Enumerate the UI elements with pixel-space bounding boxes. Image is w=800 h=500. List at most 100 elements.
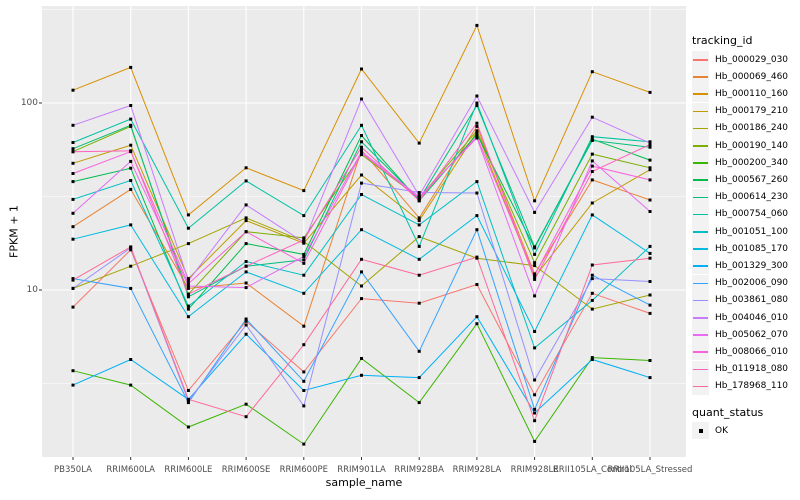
data-point-marker: [648, 210, 652, 213]
data-point-marker: [186, 292, 190, 296]
legend-title-quant-status: quant_status: [692, 406, 764, 419]
data-point-marker: [186, 277, 190, 281]
data-point-marker: [244, 402, 248, 406]
data-point-marker: [71, 88, 75, 92]
legend-item-Hb_001085_170: Hb_001085_170: [692, 240, 788, 258]
data-point-marker: [186, 284, 190, 288]
data-point-marker: [533, 277, 537, 281]
legend-line-icon: [693, 248, 708, 250]
data-point-marker: [360, 67, 363, 71]
data-point-marker: [475, 322, 479, 326]
legend-item-label: Hb_000754_060: [715, 209, 789, 220]
data-point-marker: [648, 198, 652, 202]
data-point-marker: [590, 298, 594, 302]
data-point-marker: [129, 248, 133, 252]
data-point-marker: [360, 97, 363, 101]
data-point-marker: [533, 294, 537, 298]
data-point-marker: [590, 291, 594, 295]
data-point-marker: [417, 216, 421, 220]
data-point-marker: [129, 117, 133, 121]
x-tick-label: PB350LA: [54, 465, 92, 475]
legend-item-quant-OK: OK: [692, 422, 728, 439]
data-point-marker: [475, 129, 479, 133]
legend-item-Hb_003861_080: Hb_003861_080: [692, 291, 789, 309]
legend-item-label: Hb_004046_010: [715, 312, 789, 323]
legend-item-Hb_005062_070: Hb_005062_070: [692, 326, 788, 344]
data-point-marker: [244, 286, 248, 290]
legend-item-label: Hb_003861_080: [715, 295, 789, 306]
legend-key-swatch: [692, 240, 709, 258]
data-point-marker: [533, 261, 537, 265]
data-point-marker: [302, 252, 306, 256]
data-point-marker: [71, 278, 75, 282]
data-point-marker: [533, 199, 537, 203]
data-point-marker: [590, 201, 594, 205]
data-point-marker: [417, 244, 421, 248]
legend-line-icon: [693, 59, 708, 61]
legend-key-swatch: [692, 102, 709, 120]
data-point-marker: [71, 369, 75, 373]
data-point-marker: [590, 70, 594, 74]
data-point-marker: [475, 23, 479, 27]
data-point-marker: [475, 255, 479, 259]
data-point-marker: [302, 442, 306, 446]
data-point-marker: [360, 373, 363, 377]
x-tick-label: RRII105LA_Stressed: [607, 465, 693, 475]
data-point-marker: [244, 216, 248, 220]
data-point-marker: [475, 180, 479, 184]
data-point-marker: [71, 180, 75, 184]
data-point-marker: [475, 191, 479, 195]
data-point-marker: [244, 317, 248, 321]
legend-key-swatch: [692, 51, 709, 68]
legend-title-tracking-id: tracking_id: [692, 34, 753, 47]
data-point-marker: [533, 273, 537, 277]
data-point-marker: [533, 210, 537, 214]
data-point-marker: [533, 411, 537, 415]
data-point-marker: [71, 147, 75, 151]
data-point-marker: [533, 419, 537, 423]
data-point-marker: [302, 240, 306, 244]
legend-item-Hb_000190_140: Hb_000190_140: [692, 137, 788, 154]
legend-item-Hb_000567_260: Hb_000567_260: [692, 171, 788, 189]
data-point-marker: [244, 219, 248, 223]
data-point-marker: [186, 286, 190, 290]
data-point-marker: [129, 383, 133, 387]
data-point-marker: [186, 282, 190, 286]
data-point-marker: [648, 311, 652, 315]
data-point-marker: [302, 255, 306, 258]
data-point-marker: [71, 150, 75, 154]
data-point-marker: [129, 223, 133, 227]
data-point-marker: [533, 275, 537, 279]
data-point-marker: [475, 124, 479, 128]
data-point-marker: [475, 101, 479, 105]
data-point-marker: [648, 158, 652, 162]
data-point-marker: [302, 214, 306, 218]
data-point-marker: [360, 134, 363, 137]
data-point-marker: [302, 389, 306, 392]
data-point-marker: [360, 228, 363, 232]
legend-item-Hb_000200_340: Hb_000200_340: [692, 154, 788, 172]
data-point-marker: [590, 152, 594, 156]
data-point-marker: [360, 193, 363, 196]
legend-item-label: Hb_002006_090: [715, 278, 789, 289]
data-point-marker: [648, 90, 652, 94]
legend-line-icon: [693, 76, 708, 78]
data-point-marker: [648, 145, 652, 149]
legend-line-icon: [693, 110, 708, 113]
data-point-marker: [590, 307, 594, 311]
data-point-marker: [129, 159, 133, 163]
data-point-marker: [302, 324, 306, 328]
data-point-marker: [244, 179, 248, 183]
y-tick-label: 100: [20, 98, 38, 108]
legend-item-label: OK: [715, 425, 728, 436]
data-point-marker: [590, 159, 594, 163]
legend-item-Hb_000179_210: Hb_000179_210: [692, 102, 788, 120]
data-point-marker: [590, 263, 594, 267]
legend-line-icon: [693, 299, 708, 302]
legend-item-label: Hb_008066_010: [715, 346, 789, 357]
legend-key-swatch: [692, 223, 709, 240]
data-point-marker: [360, 173, 363, 177]
data-point-marker: [417, 191, 421, 194]
